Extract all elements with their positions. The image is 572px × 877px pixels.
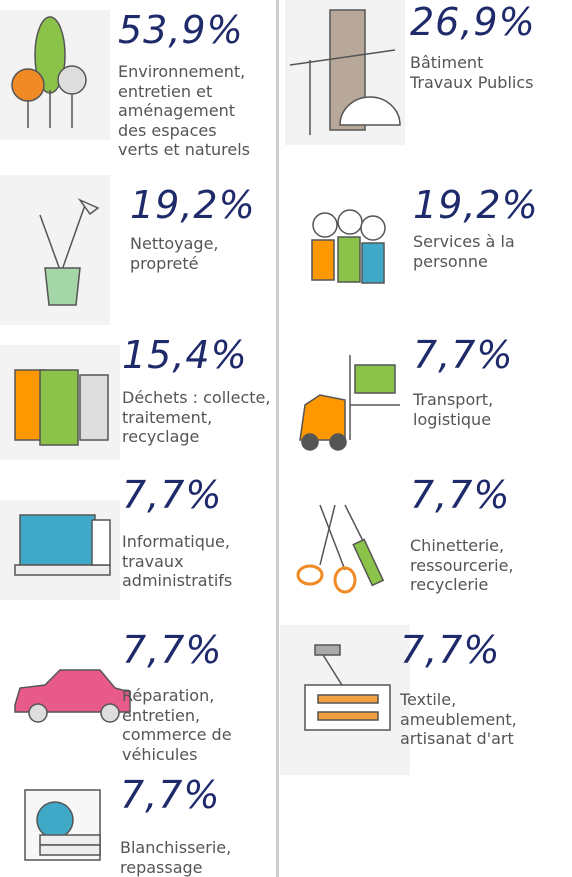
- percentage: 19,2%: [413, 183, 539, 227]
- sector-label: verts et naturels: [118, 140, 250, 160]
- sector-label: recyclerie: [410, 575, 488, 595]
- sector-label: personne: [413, 252, 488, 272]
- sector-label: logistique: [413, 410, 491, 430]
- sector-label: entretien et: [118, 82, 212, 102]
- percentage: 7,7%: [400, 628, 501, 672]
- icon-people: [312, 210, 385, 283]
- icon-construction: [285, 0, 405, 145]
- sector-label: Bâtiment: [410, 53, 483, 73]
- sector-label: traitement,: [122, 408, 212, 428]
- sector-label: entretien,: [122, 706, 200, 726]
- percentage: 15,4%: [122, 333, 248, 377]
- sector-label: Réparation,: [122, 686, 214, 706]
- sector-label: Textile,: [400, 690, 456, 710]
- sector-label: ressourcerie,: [410, 556, 514, 576]
- percentage: 7,7%: [122, 628, 223, 672]
- percentage: 19,2%: [130, 183, 256, 227]
- sector-label: commerce de: [122, 725, 232, 745]
- sector-label: Informatique,: [122, 532, 230, 552]
- percentage: 7,7%: [122, 473, 223, 517]
- percentage: 7,7%: [120, 773, 221, 817]
- icon-cleaning: [0, 175, 110, 325]
- sector-label: Blanchisserie,: [120, 838, 231, 858]
- sector-label: travaux: [122, 552, 184, 572]
- sector-label: Services à la: [413, 232, 515, 252]
- sector-label: des espaces: [118, 121, 217, 141]
- sector-label: Environnement,: [118, 62, 245, 82]
- sector-label: repassage: [120, 858, 203, 877]
- infographic: 53,9% Environnement,entretien etaménageme…: [0, 0, 572, 877]
- icon-car: [15, 670, 130, 722]
- sector-label: Chinetterie,: [410, 536, 504, 556]
- percentage: 26,9%: [410, 0, 536, 44]
- sector-label: recyclage: [122, 427, 199, 447]
- percentage: 7,7%: [413, 333, 514, 377]
- icon-dresser: [280, 625, 410, 775]
- divider: [276, 0, 279, 877]
- sector-label: administratifs: [122, 571, 232, 591]
- sector-label: Transport,: [413, 390, 493, 410]
- percentage: 53,9%: [118, 8, 244, 52]
- percentage: 7,7%: [410, 473, 511, 517]
- sector-label: véhicules: [122, 745, 197, 765]
- icon-laptop: [0, 500, 120, 600]
- sector-label: aménagement: [118, 101, 235, 121]
- sector-label: Travaux Publics: [410, 73, 533, 93]
- icon-forklift: [300, 355, 400, 450]
- icon-trees: [0, 10, 110, 140]
- sector-label: ameublement,: [400, 710, 517, 730]
- icon-bins: [0, 345, 120, 460]
- icon-tools: [298, 505, 383, 592]
- sector-label: Nettoyage,: [130, 234, 219, 254]
- sector-label: artisanat d'art: [400, 729, 514, 749]
- sector-label: Déchets : collecte,: [122, 388, 270, 408]
- icon-laundry: [25, 790, 100, 860]
- sector-label: propreté: [130, 254, 199, 274]
